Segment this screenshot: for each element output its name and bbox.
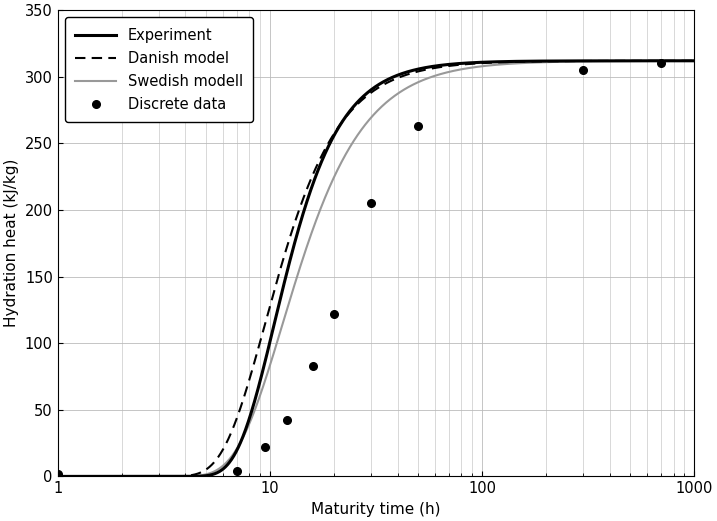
Line: Danish model: Danish model bbox=[57, 61, 694, 476]
Swedish modell bbox=[690, 58, 698, 64]
Swedish modell bbox=[671, 58, 680, 64]
Swedish modell bbox=[363, 119, 371, 126]
Danish model bbox=[554, 58, 563, 64]
Swedish modell bbox=[671, 58, 680, 64]
Discrete data bbox=[579, 67, 587, 73]
Swedish modell bbox=[86, 473, 95, 479]
Line: Swedish modell: Swedish modell bbox=[57, 61, 694, 476]
Experiment bbox=[554, 58, 563, 64]
Discrete data bbox=[367, 200, 376, 206]
X-axis label: Maturity time (h): Maturity time (h) bbox=[311, 502, 441, 517]
Experiment bbox=[671, 58, 680, 64]
Discrete data bbox=[329, 311, 338, 317]
Legend: Experiment, Danish model, Swedish modell, Discrete data: Experiment, Danish model, Swedish modell… bbox=[65, 18, 253, 122]
Danish model bbox=[53, 473, 62, 479]
Discrete data bbox=[53, 470, 62, 477]
Experiment bbox=[346, 107, 355, 114]
Discrete data bbox=[657, 60, 665, 67]
Experiment bbox=[363, 90, 371, 96]
Experiment bbox=[671, 58, 680, 64]
Danish model bbox=[671, 58, 680, 64]
Danish model bbox=[671, 58, 680, 64]
Swedish modell bbox=[346, 143, 355, 150]
Danish model bbox=[363, 92, 371, 98]
Swedish modell bbox=[554, 59, 563, 65]
Danish model bbox=[346, 109, 355, 115]
Discrete data bbox=[233, 468, 242, 474]
Line: Discrete data: Discrete data bbox=[54, 59, 665, 478]
Discrete data bbox=[414, 123, 422, 129]
Danish model bbox=[690, 58, 698, 64]
Discrete data bbox=[282, 417, 291, 424]
Line: Experiment: Experiment bbox=[57, 61, 694, 476]
Discrete data bbox=[261, 444, 270, 450]
Experiment bbox=[86, 473, 95, 479]
Y-axis label: Hydration heat (kJ/kg): Hydration heat (kJ/kg) bbox=[4, 159, 19, 328]
Experiment bbox=[53, 473, 62, 479]
Danish model bbox=[86, 473, 95, 479]
Discrete data bbox=[309, 363, 318, 369]
Experiment bbox=[690, 58, 698, 64]
Swedish modell bbox=[53, 473, 62, 479]
